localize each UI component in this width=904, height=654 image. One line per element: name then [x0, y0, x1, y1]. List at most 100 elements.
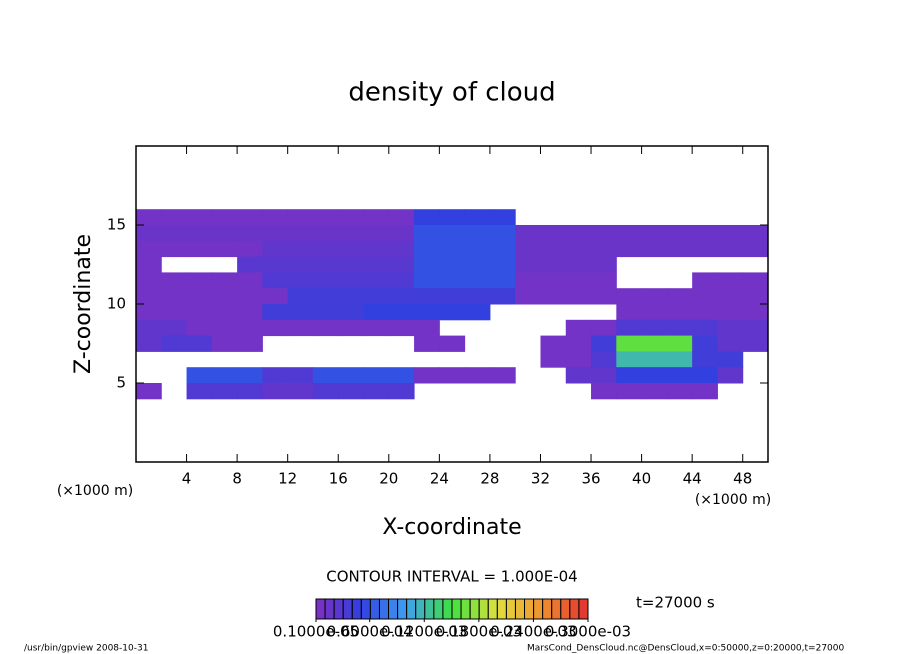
cell: [237, 383, 263, 400]
cell: [616, 383, 643, 400]
cell: [338, 272, 365, 289]
y-tick-label: 15: [107, 216, 126, 234]
cell: [591, 367, 617, 384]
cell: [161, 209, 188, 226]
cell: [363, 319, 390, 337]
cell: [237, 256, 263, 273]
cell: [161, 335, 188, 352]
cell: [262, 209, 289, 226]
contour-interval: CONTOUR INTERVAL = 1.000E-04: [326, 568, 577, 586]
cell: [363, 240, 390, 258]
cell: [136, 288, 162, 305]
cell: [312, 383, 339, 400]
cell: [439, 367, 466, 384]
cell: [414, 256, 440, 273]
colorbar-segment: [378, 598, 390, 620]
cell: [312, 367, 339, 384]
cell: [388, 240, 415, 258]
x-tick-label: 44: [683, 470, 702, 488]
colorbar-segment: [442, 598, 453, 620]
colorbar-segment: [424, 598, 435, 620]
colorbar-tick-label: 0.1000e-05: [273, 623, 359, 641]
cell: [414, 209, 440, 226]
cell: [565, 319, 592, 337]
cell: [666, 240, 693, 258]
footer-right: MarsCond_DensCloud.nc@DensCloud,x=0:5000…: [527, 644, 844, 654]
cell: [641, 304, 668, 321]
cell: [211, 304, 238, 321]
cell: [666, 288, 693, 305]
cell: [363, 272, 390, 289]
cell: [742, 272, 769, 289]
cell: [262, 272, 289, 289]
colorbar-segment: [324, 598, 335, 620]
cell: [338, 367, 365, 384]
colorbar-segment: [406, 598, 417, 620]
cell: [565, 288, 592, 305]
cell: [136, 335, 162, 352]
cell: [717, 225, 744, 242]
cell: [565, 225, 592, 242]
cell: [616, 335, 643, 352]
cell: [540, 256, 567, 273]
cell: [666, 319, 693, 337]
cell: [540, 288, 567, 305]
cell: [338, 288, 365, 305]
cell: [641, 351, 668, 368]
cell: [489, 225, 516, 242]
cell: [287, 319, 314, 337]
cell: [616, 288, 643, 305]
cell: [591, 319, 617, 337]
colorbar-segment: [569, 598, 580, 620]
cell: [136, 209, 162, 226]
cell: [388, 304, 415, 321]
cell: [312, 240, 339, 258]
cell: [540, 240, 567, 258]
colorbar-segment: [469, 598, 480, 620]
cell: [717, 272, 744, 289]
cell: [186, 272, 213, 289]
cell: [742, 240, 769, 258]
cell: [388, 209, 415, 226]
cell: [515, 256, 541, 273]
cell: [489, 256, 516, 273]
cell: [161, 272, 188, 289]
colorbar-segment: [360, 598, 371, 620]
cell: [312, 304, 339, 321]
cell: [414, 335, 440, 352]
cell: [287, 304, 314, 321]
cell: [464, 256, 491, 273]
cell: [186, 383, 213, 400]
x-tick-label: 36: [581, 470, 600, 488]
colorbar-tick-label: 0.1200e-03: [381, 623, 467, 641]
cell: [388, 383, 415, 400]
cell: [186, 288, 213, 305]
cell: [439, 225, 466, 242]
cell: [641, 335, 668, 352]
cell: [717, 319, 744, 337]
cell: [565, 351, 592, 368]
cell: [742, 304, 769, 321]
cell: [262, 304, 289, 321]
colorbar-segment: [505, 598, 516, 620]
y-tick-label: 5: [116, 374, 126, 392]
cell: [136, 304, 162, 321]
colorbar-segment: [342, 598, 353, 620]
cell: [161, 288, 188, 305]
cell: [591, 272, 617, 289]
cell: [262, 319, 289, 337]
colorbar-segment: [524, 598, 535, 620]
cell: [363, 209, 390, 226]
cell: [161, 240, 188, 258]
cell: [641, 288, 668, 305]
cell: [515, 240, 541, 258]
colorbar-segment: [333, 598, 344, 620]
x-tick-label: 4: [182, 470, 192, 488]
colorbar-segment: [560, 598, 571, 620]
cell: [439, 240, 466, 258]
cell: [161, 319, 188, 337]
cell: [515, 272, 541, 289]
cell: [641, 367, 668, 384]
cell: [414, 304, 440, 321]
cell: [692, 288, 718, 305]
